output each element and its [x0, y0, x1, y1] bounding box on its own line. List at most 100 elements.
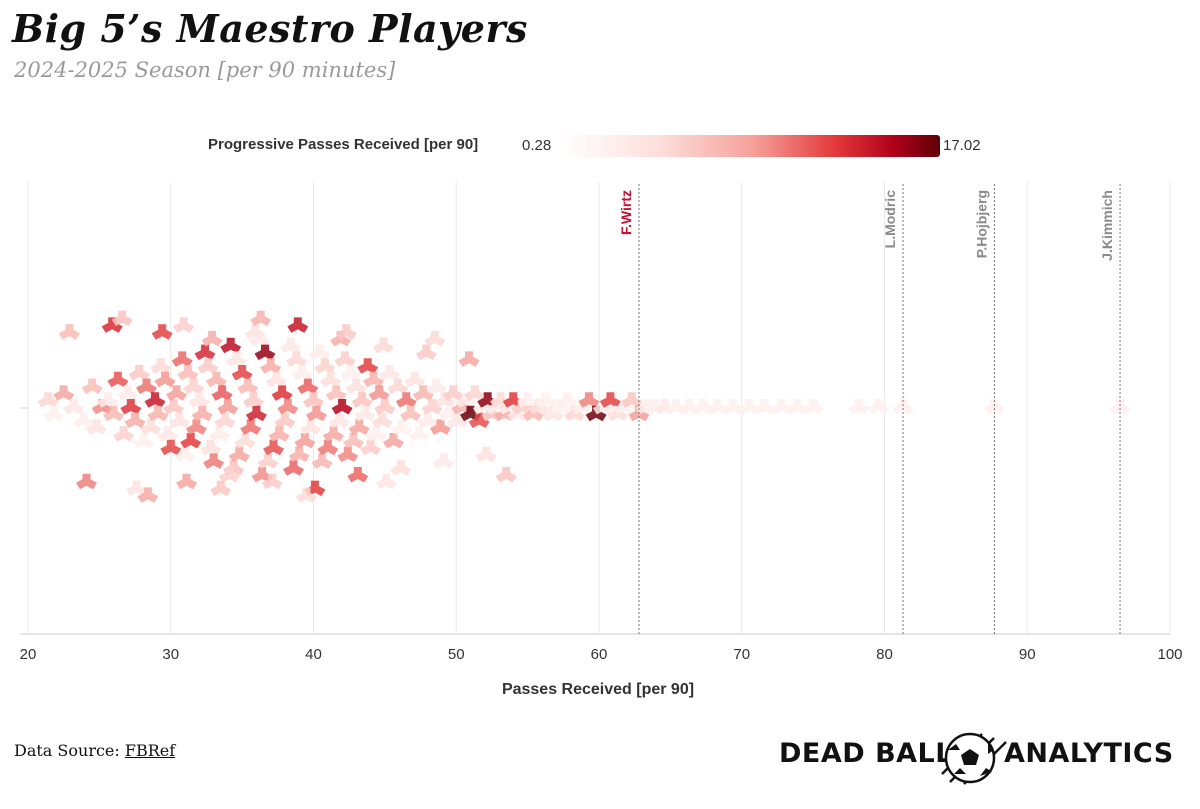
player-marker[interactable] — [86, 419, 107, 435]
player-marker[interactable] — [237, 378, 259, 395]
player-marker[interactable] — [375, 473, 397, 490]
player-marker[interactable] — [163, 399, 185, 415]
player-marker[interactable] — [183, 378, 205, 395]
player-marker[interactable] — [231, 365, 253, 381]
player-marker[interactable] — [194, 344, 216, 361]
data-source-link[interactable]: FBRef — [124, 741, 176, 760]
player-marker[interactable] — [892, 399, 914, 415]
player-marker[interactable] — [417, 412, 439, 429]
player-marker[interactable] — [154, 371, 176, 388]
player-marker[interactable] — [400, 405, 422, 422]
player-marker[interactable] — [128, 365, 150, 381]
player-marker[interactable] — [173, 317, 195, 333]
player-marker[interactable] — [528, 399, 550, 415]
player-marker[interactable] — [254, 344, 276, 361]
player-marker[interactable] — [571, 399, 593, 415]
player-marker[interactable] — [244, 324, 266, 340]
player-marker[interactable] — [365, 426, 387, 442]
player-marker[interactable] — [117, 385, 139, 401]
player-marker[interactable] — [557, 392, 579, 408]
player-marker[interactable] — [261, 473, 283, 490]
player-marker[interactable] — [507, 405, 529, 422]
player-marker[interactable] — [475, 446, 497, 463]
player-marker[interactable] — [382, 433, 404, 449]
player-marker[interactable] — [340, 365, 362, 381]
player-marker[interactable] — [294, 433, 316, 449]
player-marker[interactable] — [368, 385, 390, 401]
player-marker[interactable] — [43, 405, 65, 422]
player-marker[interactable] — [550, 399, 571, 415]
player-marker[interactable] — [113, 426, 135, 442]
player-marker[interactable] — [372, 337, 394, 354]
player-marker[interactable] — [378, 365, 400, 381]
player-marker[interactable] — [257, 453, 279, 469]
player-marker[interactable] — [191, 405, 213, 422]
player-marker[interactable] — [220, 337, 242, 354]
player-marker[interactable] — [678, 399, 700, 415]
player-marker[interactable] — [343, 433, 364, 449]
player-marker[interactable] — [300, 419, 322, 435]
player-marker[interactable] — [97, 392, 119, 408]
player-marker[interactable] — [124, 412, 146, 429]
player-marker[interactable] — [585, 405, 607, 422]
player-marker[interactable] — [303, 392, 324, 408]
player-marker[interactable] — [295, 487, 317, 503]
player-marker[interactable] — [434, 392, 456, 408]
player-marker[interactable] — [144, 392, 166, 408]
player-marker[interactable] — [251, 467, 273, 483]
player-marker[interactable] — [771, 399, 793, 415]
player-marker[interactable] — [287, 317, 309, 333]
player-marker[interactable] — [288, 446, 310, 463]
player-marker[interactable] — [390, 460, 412, 476]
player-marker[interactable] — [274, 412, 296, 429]
player-marker[interactable] — [58, 324, 80, 340]
player-marker[interactable] — [360, 439, 382, 456]
player-marker[interactable] — [738, 399, 760, 415]
player-marker[interactable] — [404, 371, 426, 388]
player-marker[interactable] — [200, 439, 222, 456]
player-marker[interactable] — [1109, 399, 1131, 415]
player-marker[interactable] — [283, 460, 304, 476]
player-marker[interactable] — [335, 324, 357, 340]
player-marker[interactable] — [314, 358, 336, 374]
player-marker[interactable] — [357, 358, 379, 374]
player-marker[interactable] — [171, 351, 193, 367]
player-marker[interactable] — [495, 467, 517, 483]
player-marker[interactable] — [592, 399, 614, 415]
player-marker[interactable] — [447, 412, 469, 429]
player-marker[interactable] — [621, 392, 643, 408]
player-marker[interactable] — [328, 412, 350, 429]
player-marker[interactable] — [285, 351, 307, 367]
player-marker[interactable] — [351, 392, 373, 408]
player-marker[interactable] — [250, 310, 272, 327]
player-marker[interactable] — [408, 426, 430, 442]
player-marker[interactable] — [347, 467, 369, 483]
player-marker[interactable] — [291, 365, 313, 381]
player-marker[interactable] — [348, 419, 370, 435]
player-marker[interactable] — [442, 385, 464, 401]
player-marker[interactable] — [430, 419, 451, 435]
player-marker[interactable] — [53, 385, 75, 401]
player-marker[interactable] — [137, 487, 159, 503]
player-marker[interactable] — [265, 371, 287, 388]
player-marker[interactable] — [73, 412, 95, 429]
player-marker[interactable] — [323, 426, 344, 442]
player-marker[interactable] — [542, 405, 564, 422]
player-marker[interactable] — [177, 365, 199, 381]
player-marker[interactable] — [150, 358, 172, 374]
player-marker[interactable] — [802, 399, 824, 415]
player-marker[interactable] — [848, 399, 870, 415]
player-marker[interactable] — [271, 385, 293, 401]
player-marker[interactable] — [157, 426, 179, 442]
player-marker[interactable] — [126, 480, 147, 497]
player-marker[interactable] — [345, 378, 367, 395]
player-marker[interactable] — [692, 399, 714, 415]
player-marker[interactable] — [354, 405, 376, 422]
player-marker[interactable] — [371, 412, 393, 429]
player-marker[interactable] — [228, 446, 250, 463]
player-marker[interactable] — [205, 371, 227, 388]
player-marker[interactable] — [111, 310, 133, 327]
player-marker[interactable] — [337, 446, 359, 463]
player-marker[interactable] — [317, 439, 339, 456]
player-marker[interactable] — [101, 317, 123, 333]
